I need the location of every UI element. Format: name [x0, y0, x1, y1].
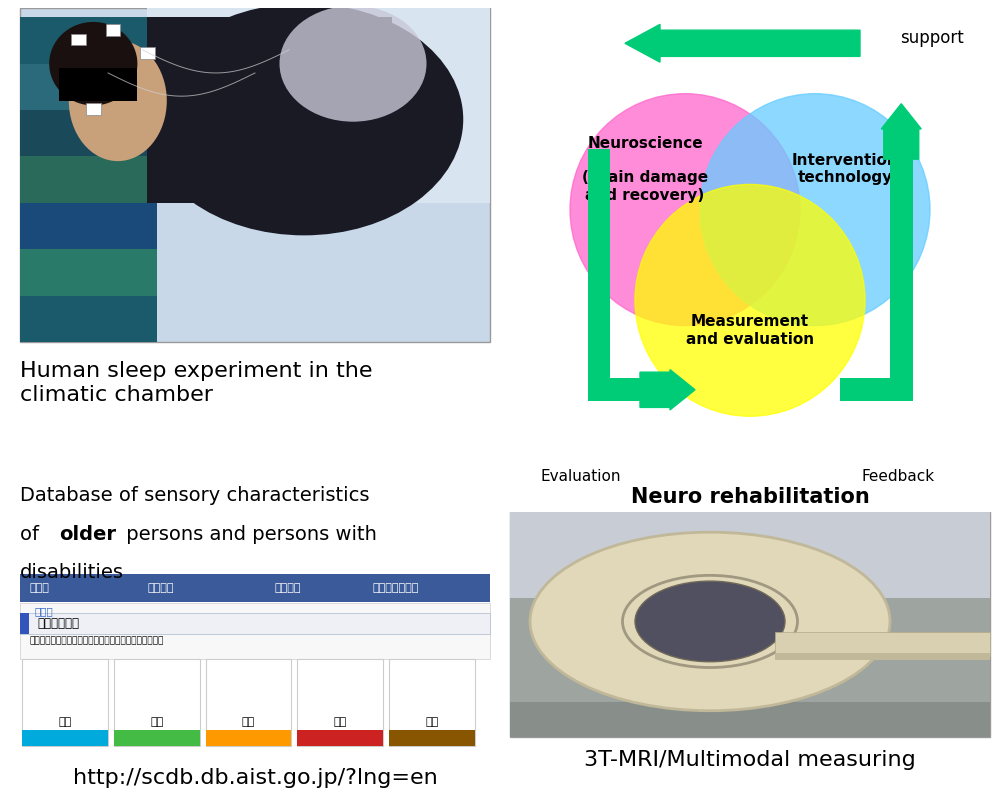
Bar: [20, 157, 157, 203]
Bar: [147, 18, 392, 203]
Text: 触覚: 触覚: [242, 717, 255, 726]
Text: ホーム: ホーム: [34, 606, 53, 616]
Bar: [114, 659, 200, 746]
Bar: [59, 68, 137, 101]
Bar: [114, 730, 200, 746]
Bar: [20, 613, 490, 634]
Text: support: support: [900, 30, 964, 47]
Text: Database of sensory characteristics: Database of sensory characteristics: [20, 486, 369, 506]
Bar: [20, 203, 157, 250]
Bar: [389, 730, 475, 746]
Bar: [510, 598, 990, 737]
Text: Feedback: Feedback: [862, 470, 935, 484]
Bar: [20, 18, 157, 64]
Bar: [890, 149, 912, 386]
Circle shape: [635, 185, 865, 416]
Bar: [140, 47, 155, 59]
Bar: [22, 730, 108, 746]
Ellipse shape: [530, 532, 890, 710]
FancyArrow shape: [625, 24, 860, 62]
Bar: [20, 8, 490, 342]
Text: お問いログイン: お問いログイン: [373, 583, 419, 593]
Bar: [840, 378, 910, 401]
Bar: [20, 250, 157, 296]
Bar: [588, 363, 610, 401]
FancyArrow shape: [881, 104, 921, 159]
Text: Neuro rehabilitation: Neuro rehabilitation: [631, 487, 869, 507]
Bar: [206, 730, 291, 746]
Bar: [20, 110, 157, 157]
Bar: [20, 574, 490, 602]
Bar: [510, 702, 990, 737]
Text: Measurement
and evaluation: Measurement and evaluation: [686, 314, 814, 346]
Bar: [20, 603, 490, 659]
Bar: [510, 512, 990, 598]
Circle shape: [570, 94, 800, 326]
Text: 嗅覚: 嗅覚: [425, 717, 438, 726]
Text: Evaluation: Evaluation: [540, 470, 620, 484]
Ellipse shape: [145, 3, 463, 235]
Bar: [775, 631, 990, 656]
Bar: [106, 24, 120, 36]
Bar: [510, 512, 990, 737]
Bar: [20, 613, 29, 634]
Ellipse shape: [280, 6, 426, 122]
Text: persons and persons with: persons and persons with: [120, 525, 377, 544]
Text: older: older: [59, 525, 116, 544]
Bar: [20, 296, 157, 342]
Text: 利用条件: 利用条件: [275, 583, 301, 593]
Text: disabilities: disabilities: [20, 563, 124, 582]
Bar: [389, 659, 475, 746]
Bar: [71, 34, 86, 45]
Text: 累身検索: 累身検索: [147, 583, 174, 593]
Bar: [297, 730, 383, 746]
Circle shape: [700, 94, 930, 326]
Bar: [86, 103, 101, 114]
Bar: [775, 653, 990, 660]
Bar: [588, 378, 648, 401]
Bar: [22, 659, 108, 746]
Bar: [20, 64, 157, 110]
Ellipse shape: [635, 581, 785, 662]
Text: of: of: [20, 525, 45, 544]
Text: 聴覚: 聴覚: [150, 717, 163, 726]
Ellipse shape: [49, 22, 137, 106]
FancyArrow shape: [640, 370, 695, 410]
Bar: [206, 659, 291, 746]
Text: Neuroscience

(Brain damage
and recovery): Neuroscience (Brain damage and recovery): [582, 136, 708, 203]
Text: Human sleep experiment in the
climatic chamber: Human sleep experiment in the climatic c…: [20, 361, 372, 406]
Text: http://scdb.db.aist.go.jp/?lng=en: http://scdb.db.aist.go.jp/?lng=en: [73, 768, 437, 788]
Text: Intervention
technology: Intervention technology: [792, 153, 898, 186]
Text: 3T-MRI/Multimodal measuring: 3T-MRI/Multimodal measuring: [584, 750, 916, 770]
Text: 感覚から選ぶ: 感覚から選ぶ: [37, 617, 79, 630]
Bar: [890, 363, 912, 401]
Bar: [147, 8, 490, 203]
Text: ご覧になりたいデータベースの感覚をお選びください。: ご覧になりたいデータベースの感覚をお選びください。: [30, 637, 164, 646]
Bar: [297, 659, 383, 746]
Text: ホーム: ホーム: [30, 583, 49, 593]
Text: 視覚: 視覚: [58, 717, 72, 726]
Text: 味覚: 味覚: [333, 717, 347, 726]
Ellipse shape: [69, 41, 167, 161]
Bar: [588, 149, 610, 386]
